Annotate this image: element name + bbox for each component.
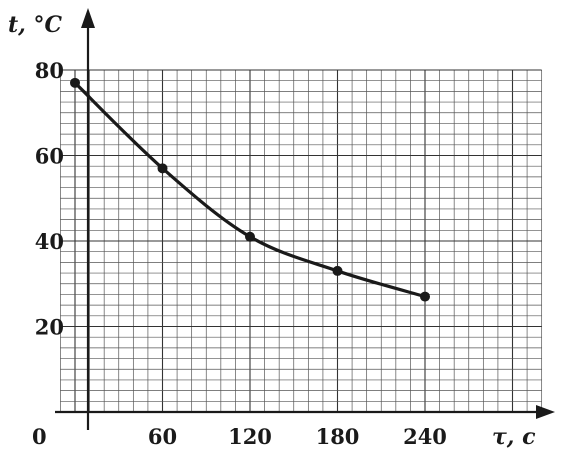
y-axis-label: t, °C [8, 12, 62, 38]
data-point [70, 77, 80, 88]
x-tick-label: 240 [403, 424, 447, 449]
origin-label: 0 [32, 424, 47, 449]
x-axis-label: τ, c [492, 424, 536, 449]
y-tick-label: 60 [35, 144, 64, 169]
data-point [420, 291, 430, 302]
y-tick-label: 80 [35, 58, 64, 83]
axes [55, 8, 555, 430]
y-tick-labels: 20 40 60 80 [35, 58, 64, 340]
data-point [332, 265, 343, 276]
y-tick-label: 40 [35, 229, 64, 254]
data-point [245, 231, 255, 242]
y-tick-label: 20 [35, 315, 64, 340]
x-tick-label: 180 [316, 424, 360, 449]
data-point [157, 163, 168, 174]
x-tick-label: 120 [228, 424, 272, 449]
y-axis-arrow [81, 8, 95, 28]
x-axis-arrow [536, 405, 555, 419]
x-tick-labels: 60 120 180 240 [148, 424, 447, 449]
grid [60, 69, 543, 413]
x-tick-label: 60 [148, 424, 177, 449]
series [70, 77, 430, 302]
